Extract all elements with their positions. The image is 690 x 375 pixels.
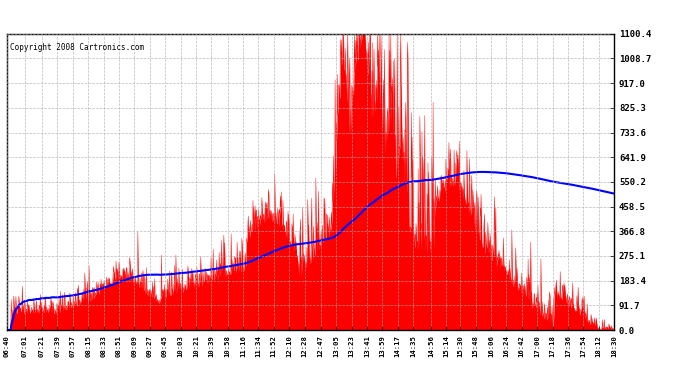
Text: Copyright 2008 Cartronics.com: Copyright 2008 Cartronics.com [10, 43, 144, 52]
Text: East Array Actual Power (red) & Running Average Power (blue) (Watts)  Mon Sep 29: East Array Actual Power (red) & Running … [7, 12, 566, 22]
